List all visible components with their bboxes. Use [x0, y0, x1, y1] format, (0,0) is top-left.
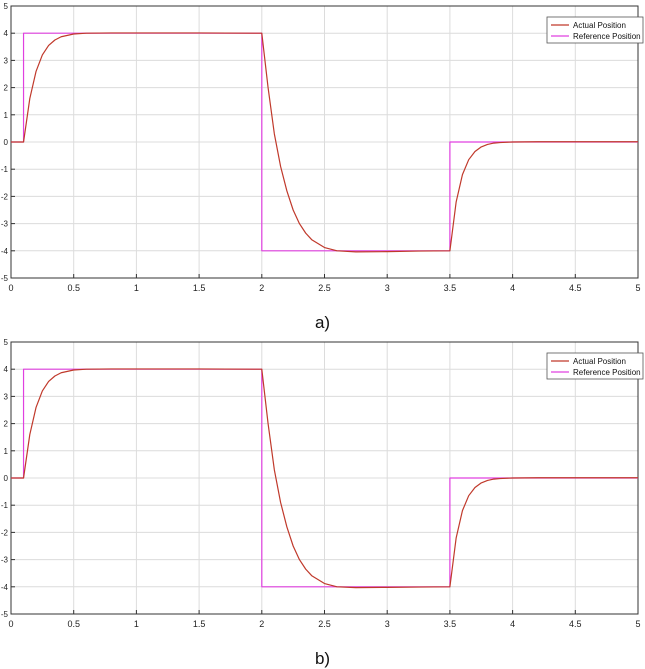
- x-tick-label: 1: [134, 619, 139, 629]
- x-tick-label: 4.5: [569, 619, 582, 629]
- y-tick-label: -1: [1, 501, 9, 510]
- legend-label: Reference Position: [573, 368, 641, 377]
- x-tick-label: 4: [510, 619, 515, 629]
- x-tick-label: 5: [635, 283, 640, 293]
- actual-position-line: [11, 368, 638, 589]
- x-tick-label: 2: [259, 619, 264, 629]
- y-tick-label: 0: [4, 138, 9, 147]
- reference-position-line: [11, 32, 638, 252]
- y-tick-label: 5: [4, 2, 9, 11]
- y-tick-label: -4: [1, 583, 9, 592]
- legend-label: Reference Position: [573, 32, 641, 41]
- x-tick-label: 2: [259, 283, 264, 293]
- caption-a: a): [314, 313, 331, 332]
- x-tick-label: 4.5: [569, 283, 582, 293]
- x-tick-label: 3: [385, 283, 390, 293]
- chart-a-svg: 0 0.5 1 1.5 2 2.5 3 3.5 4 4.5 5 5 4 3 2 1 0 -1 -2 -3 -4 -5 Act…: [1, 2, 644, 293]
- y-tick-label: -2: [1, 192, 9, 201]
- y-tick-label: -2: [1, 528, 9, 537]
- y-tick-label: 3: [4, 56, 9, 65]
- x-tick-label: 3: [385, 619, 390, 629]
- x-tick-label: 1.5: [193, 619, 206, 629]
- y-tick-label: 1: [4, 111, 9, 120]
- caption-b: b): [314, 649, 331, 668]
- legend: Actual Position Reference Position: [546, 352, 644, 380]
- x-tick-label: 0: [8, 283, 13, 293]
- y-tick-label: 4: [4, 365, 9, 374]
- x-tick-label: 1.5: [193, 283, 206, 293]
- x-tick-label: 5: [635, 619, 640, 629]
- y-tick-label: -1: [1, 165, 9, 174]
- legend: Actual Position Reference Position: [546, 16, 644, 44]
- y-tick-label: -5: [1, 610, 9, 619]
- chart-panel-b: 0 0.5 1 1.5 2 2.5 3 3.5 4 4.5 5 5 4 3 2 1 0 -1 -2 -3 -4 -5 Act…: [0, 336, 645, 636]
- x-tick-label: 2.5: [318, 283, 331, 293]
- legend-box: [546, 16, 644, 44]
- axes: 0 0.5 1 1.5 2 2.5 3 3.5 4 4.5 5 5 4 3 2 1 0 -1 -2 -3 -4 -5: [1, 2, 641, 293]
- chart-b-svg: 0 0.5 1 1.5 2 2.5 3 3.5 4 4.5 5 5 4 3 2 1 0 -1 -2 -3 -4 -5 Act…: [1, 338, 644, 629]
- y-tick-label: -3: [1, 220, 9, 229]
- y-tick-label: 5: [4, 338, 9, 347]
- x-tick-label: 4: [510, 283, 515, 293]
- y-tick-label: 4: [4, 29, 9, 38]
- legend-box: [546, 352, 644, 380]
- y-tick-label: 0: [4, 474, 9, 483]
- legend-label: Actual Position: [573, 21, 626, 30]
- y-tick-label: 3: [4, 392, 9, 401]
- y-tick-label: 1: [4, 447, 9, 456]
- x-tick-label: 3.5: [444, 283, 457, 293]
- y-tick-label: -3: [1, 556, 9, 565]
- axes: 0 0.5 1 1.5 2 2.5 3 3.5 4 4.5 5 5 4 3 2 1 0 -1 -2 -3 -4 -5: [1, 338, 641, 629]
- chart-panel-a: 0 0.5 1 1.5 2 2.5 3 3.5 4 4.5 5 5 4 3 2 1 0 -1 -2 -3 -4 -5 Act…: [0, 0, 645, 300]
- x-tick-label: 0: [8, 619, 13, 629]
- reference-position-line: [11, 368, 638, 588]
- y-tick-label: -5: [1, 274, 9, 283]
- x-tick-label: 0.5: [67, 283, 80, 293]
- actual-position-line: [11, 32, 638, 253]
- x-tick-label: 2.5: [318, 619, 331, 629]
- x-tick-label: 3.5: [444, 619, 457, 629]
- y-tick-label: -4: [1, 247, 9, 256]
- y-tick-label: 2: [4, 420, 9, 429]
- x-tick-label: 1: [134, 283, 139, 293]
- y-tick-label: 2: [4, 84, 9, 93]
- legend-label: Actual Position: [573, 357, 626, 366]
- x-tick-label: 0.5: [67, 619, 80, 629]
